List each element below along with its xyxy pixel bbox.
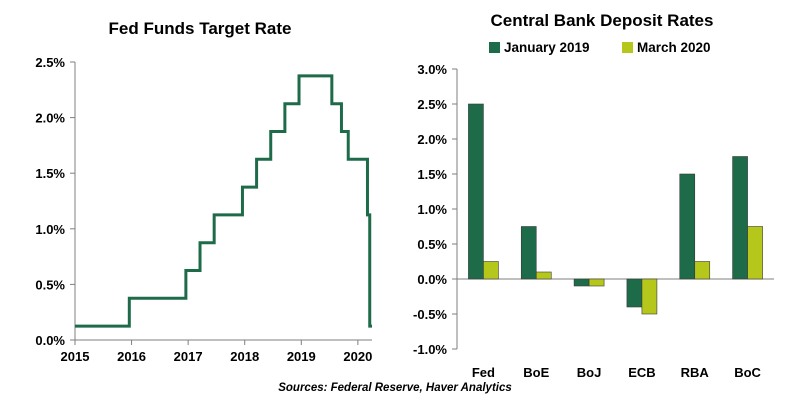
deposit-rates-x-tick-label: BoJ bbox=[577, 365, 602, 380]
bar-boc-january-2019 bbox=[732, 156, 748, 280]
fed-funds-y-tick-label: 2.0% bbox=[35, 111, 65, 126]
fed-funds-y-tick-label: 2.5% bbox=[35, 55, 65, 70]
fed-funds-title: Fed Funds Target Rate bbox=[109, 19, 292, 38]
bar-boj-january-2019 bbox=[573, 278, 590, 287]
deposit-rates-y-tick-label: -1.0% bbox=[413, 342, 447, 357]
deposit-rates-title: Central Bank Deposit Rates bbox=[491, 11, 714, 30]
deposit-rates-x-tick-label: BoE bbox=[523, 365, 549, 380]
fed-funds-axes bbox=[70, 61, 372, 345]
deposit-rates-y-tick-label: 0.0% bbox=[417, 272, 447, 287]
deposit-rates-y-tick-label: 3.0% bbox=[417, 62, 447, 77]
deposit-rates-x-tick-label: RBA bbox=[681, 365, 710, 380]
bar-fed-january-2019 bbox=[468, 103, 484, 280]
bar-ecb-january-2019 bbox=[626, 278, 643, 308]
fed-funds-x-tick-label: 2016 bbox=[117, 349, 146, 364]
deposit-rates-y-tick-label: 1.5% bbox=[417, 167, 447, 182]
deposit-rates-x-tick-label: Fed bbox=[472, 365, 495, 380]
legend-label-march-2020: March 2020 bbox=[637, 40, 711, 55]
deposit-rates-bars bbox=[468, 103, 763, 315]
fed-funds-y-tick-label: 0.5% bbox=[35, 277, 65, 292]
fed-funds-x-tick-label: 2017 bbox=[174, 349, 203, 364]
deposit-rates-x-tick-label: ECB bbox=[628, 365, 655, 380]
fed-funds-y-tick-label: 1.5% bbox=[35, 166, 65, 181]
deposit-rates-axes bbox=[452, 68, 774, 350]
deposit-rates-y-tick-label: 2.5% bbox=[417, 97, 447, 112]
fed-funds-x-tick-label: 2015 bbox=[61, 349, 90, 364]
legend: January 2019 March 2020 bbox=[489, 40, 711, 55]
bar-boj-march-2020 bbox=[588, 278, 605, 287]
deposit-rates-x-tick-label: BoC bbox=[734, 365, 761, 380]
legend-swatch-january-2019 bbox=[489, 42, 500, 53]
bar-boe-january-2019 bbox=[520, 226, 537, 280]
legend-swatch-march-2020 bbox=[622, 42, 633, 53]
deposit-rates-y-tick-label: -0.5% bbox=[413, 307, 447, 322]
fed-funds-x-tick-label: 2020 bbox=[343, 349, 372, 364]
deposit-rates-y-tick-label: 0.5% bbox=[417, 237, 447, 252]
fed-funds-y-tick-label: 0.0% bbox=[35, 333, 65, 348]
fed-funds-x-tick-label: 2018 bbox=[230, 349, 259, 364]
deposit-rates-chart: Central Bank Deposit Rates January 2019 … bbox=[413, 11, 774, 380]
deposit-rates-y-tick-label: 1.0% bbox=[417, 202, 447, 217]
legend-label-january-2019: January 2019 bbox=[504, 40, 590, 55]
fed-funds-tick-labels: 0.0% 0.5% 1.0% 1.5% 2.0% 2.5% 2015 2016 2017 2018… bbox=[35, 55, 372, 364]
source-note: Sources: Federal Reserve, Haver Analytic… bbox=[278, 382, 512, 394]
fed-funds-x-tick-label: 2019 bbox=[287, 349, 316, 364]
fed-funds-chart: Fed Funds Target Rate 0.0% 0.5% 1.0% 1.5% 2.… bbox=[35, 19, 372, 364]
bar-boc-march-2020 bbox=[747, 226, 763, 280]
deposit-rates-y-tick-label: 2.0% bbox=[417, 132, 447, 147]
bar-rba-january-2019 bbox=[679, 173, 696, 280]
bar-rba-march-2020 bbox=[694, 261, 711, 280]
bar-ecb-march-2020 bbox=[641, 278, 658, 315]
fed-funds-rate-line bbox=[75, 74, 372, 328]
bar-fed-march-2020 bbox=[483, 261, 499, 280]
bar-boe-march-2020 bbox=[535, 271, 552, 280]
fed-funds-y-tick-label: 1.0% bbox=[35, 222, 65, 237]
deposit-rates-tick-labels: 3.0% 2.5% 2.0% 1.5% 1.0% 0.5% 0.0% -0.5% -1.0% Fe… bbox=[413, 62, 762, 380]
